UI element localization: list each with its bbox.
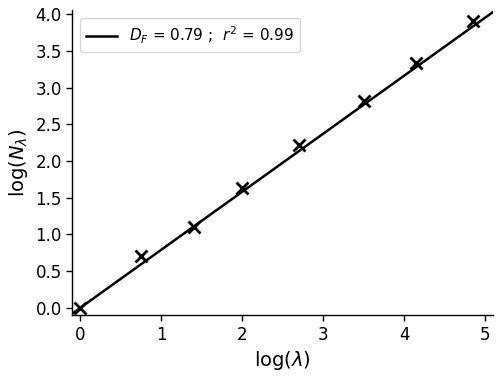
X-axis label: log($\lambda$): log($\lambda$): [254, 349, 311, 372]
$D_F$ = 0.79 ;  $r^2$ = 0.99: [272, 166, 278, 171]
$D_F$ = 0.79 ;  $r^2$ = 0.99: [414, 64, 420, 69]
$D_F$ = 0.79 ;  $r^2$ = 0.99: [490, 10, 496, 14]
$D_F$ = 0.79 ;  $r^2$ = 0.99: [70, 311, 75, 316]
$D_F$ = 0.79 ;  $r^2$ = 0.99: [297, 148, 303, 153]
Legend: $D_F$ = 0.79 ;  $r^2$ = 0.99: $D_F$ = 0.79 ; $r^2$ = 0.99: [80, 18, 300, 52]
$D_F$ = 0.79 ;  $r^2$ = 0.99: [269, 168, 275, 172]
$D_F$ = 0.79 ;  $r^2$ = 0.99: [480, 17, 486, 22]
Line: $D_F$ = 0.79 ;  $r^2$ = 0.99: $D_F$ = 0.79 ; $r^2$ = 0.99: [72, 12, 493, 313]
$D_F$ = 0.79 ;  $r^2$ = 0.99: [320, 132, 326, 136]
Y-axis label: log($N_{\lambda}$): log($N_{\lambda}$): [7, 128, 30, 197]
